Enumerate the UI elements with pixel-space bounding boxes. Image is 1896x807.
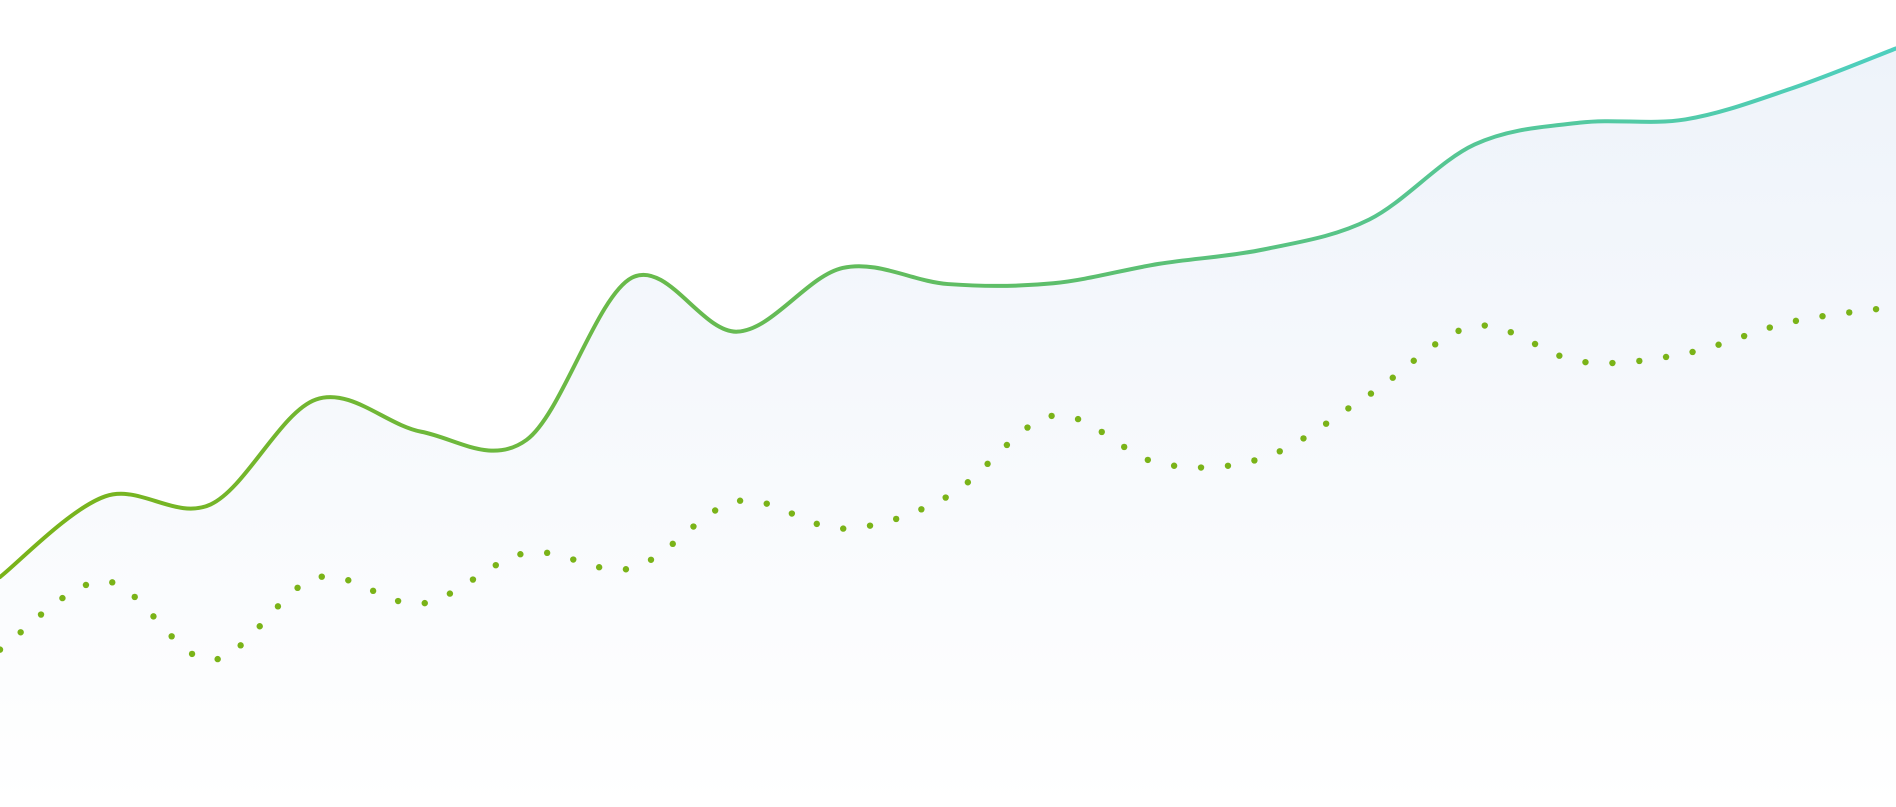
- series-2-dot: [59, 594, 66, 602]
- series-2-dot: [543, 549, 551, 557]
- series-1-area: [0, 48, 1896, 807]
- series-2-dot: [595, 564, 603, 571]
- series-2-dot: [168, 633, 175, 640]
- series-2-dot: [964, 479, 972, 486]
- series-2-dot: [17, 629, 24, 636]
- series-2-dot: [1531, 340, 1539, 348]
- series-2-dot: [1410, 357, 1417, 364]
- series-2-dot: [1345, 405, 1352, 412]
- series-2-dot: [150, 613, 157, 620]
- series-2-dot: [690, 523, 697, 530]
- series-2-dot: [1144, 456, 1152, 464]
- series-2-dot: [1609, 359, 1616, 367]
- series-2-dot: [1276, 448, 1283, 455]
- series-2-dot: [1120, 443, 1128, 451]
- series-2-dot: [1251, 457, 1258, 464]
- series-2-dot: [1507, 328, 1514, 336]
- series-2-dot: [1300, 435, 1307, 442]
- series-2-dot: [492, 561, 499, 569]
- series-2-dot: [1003, 441, 1011, 449]
- series-2-dot: [1740, 332, 1748, 340]
- series-2-dot: [1481, 322, 1488, 329]
- series-2-dot: [188, 650, 196, 658]
- series-2-dot: [109, 579, 116, 586]
- series-2-dot: [788, 510, 796, 517]
- series-2-dot: [1689, 348, 1696, 356]
- series-2-dot: [1636, 357, 1643, 365]
- series-2-dot: [421, 599, 428, 607]
- series-2-dot: [1024, 424, 1031, 431]
- series-2-dot: [294, 584, 301, 592]
- series-2-dot: [736, 497, 744, 504]
- series-2-dot: [345, 577, 352, 584]
- series-2-dot: [1872, 305, 1880, 313]
- series-2-dot: [813, 520, 820, 528]
- series-2-dot: [1367, 390, 1375, 397]
- series-2-dot: [1170, 462, 1178, 469]
- series-2-dot: [256, 623, 263, 630]
- series-2-dotted-line: [0, 305, 1880, 663]
- series-2-dot: [318, 573, 325, 580]
- series-2-dot: [446, 590, 454, 597]
- plot-area: [0, 46, 1896, 807]
- series-2-dot: [1846, 309, 1853, 316]
- series-2-dot: [82, 581, 90, 589]
- series-2-dot: [394, 597, 402, 605]
- series-2-dot: [1662, 353, 1670, 361]
- series-2-dot: [517, 551, 524, 558]
- series-2-dot: [0, 646, 4, 653]
- series-2-dot: [1455, 327, 1462, 335]
- series-2-dot: [647, 556, 655, 563]
- series-2-dot: [1197, 464, 1205, 471]
- series-2-dot: [984, 460, 991, 468]
- series-2-dot: [942, 494, 949, 501]
- series-2-dot: [763, 500, 770, 507]
- series-2-dot: [1432, 341, 1439, 348]
- series-2-dot: [369, 587, 377, 595]
- series-2-dot: [711, 507, 719, 514]
- series-2-dot: [570, 556, 577, 563]
- series-2-dot: [918, 506, 925, 513]
- series-2-dot: [469, 576, 477, 583]
- series-2-dot: [1098, 428, 1105, 436]
- series-2-dot: [892, 515, 900, 523]
- series-1-line: [0, 46, 1896, 579]
- series-2-dot: [1766, 324, 1773, 331]
- series-2-dot: [237, 642, 244, 649]
- series-2-dot: [669, 540, 676, 548]
- series-2-dot: [214, 655, 221, 663]
- series-2-dot: [1582, 358, 1589, 366]
- series-2-dot: [131, 593, 138, 601]
- series-2-dot: [1224, 462, 1232, 469]
- series-2-dot: [274, 603, 282, 610]
- series-2-dot: [1048, 412, 1055, 420]
- series-2-dot: [866, 522, 874, 529]
- series-2-dot: [622, 566, 630, 573]
- series-2-dot: [1556, 352, 1563, 359]
- series-2-dot: [1715, 341, 1722, 348]
- series-2-dot: [1819, 312, 1826, 320]
- series-2-dot: [1389, 374, 1396, 381]
- series-2-dot: [840, 525, 847, 532]
- series-2-dot: [1074, 415, 1082, 423]
- series-2-dot: [1792, 317, 1800, 325]
- series-2-dot: [37, 611, 45, 618]
- series-2-dot: [1322, 420, 1330, 427]
